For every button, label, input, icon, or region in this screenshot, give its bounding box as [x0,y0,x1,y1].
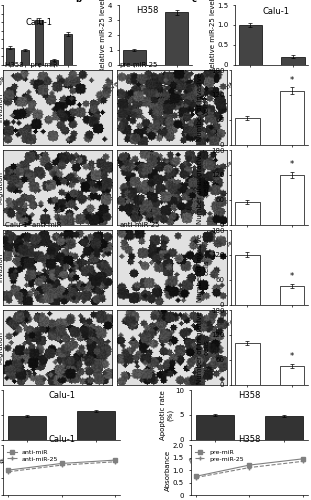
Text: H358   pre-miR: H358 pre-miR [5,62,58,68]
Bar [165,12,188,65]
anti-miR-25 [60,462,63,468]
Text: pre-miR-25: pre-miR-25 [119,62,158,68]
Y-axis label: Relative miR-25 level: Relative miR-25 level [210,0,216,72]
pre-miR-25 [194,474,198,480]
Y-axis label: Number of invasive
cells: Number of invasive cells [197,234,210,302]
Bar [281,57,304,65]
Text: Calu-1: Calu-1 [48,391,75,400]
pre-miR [194,474,198,480]
Y-axis label: Number of invasive
cells: Number of invasive cells [197,74,210,142]
Line: pre-miR: pre-miR [194,457,304,478]
Bar [235,202,260,225]
Y-axis label: Invasion: Invasion [0,253,3,282]
Line: anti-miR-25: anti-miR-25 [6,460,118,474]
Text: b: b [76,0,82,4]
Y-axis label: Migration: Migration [0,171,3,204]
Bar [265,416,303,440]
Text: anti-miR-25: anti-miR-25 [119,222,160,228]
Text: *: * [290,272,294,281]
Y-axis label: Number of migrative
cells: Number of migrative cells [197,151,210,224]
pre-miR-25 [301,458,304,464]
Bar [280,366,304,385]
Bar [7,48,14,65]
Text: Calu-1  anti-miR: Calu-1 anti-miR [5,222,62,228]
Text: *: * [290,76,294,84]
Bar [21,50,29,65]
Bar [35,20,43,65]
Bar [235,344,260,385]
pre-miR-25 [248,464,251,470]
Bar [77,411,115,440]
Bar [64,34,72,65]
Title: Calu-1: Calu-1 [48,436,75,444]
Text: *: * [290,352,294,362]
Bar [235,255,260,305]
Legend: anti-miR, anti-miR-25: anti-miR, anti-miR-25 [6,448,59,463]
pre-miR [248,462,251,468]
Y-axis label: Migration: Migration [0,331,3,364]
Bar [280,175,304,225]
Text: Calu-1: Calu-1 [262,7,289,16]
Y-axis label: Number of migrative
cells: Number of migrative cells [197,311,210,384]
Text: *: * [290,160,294,168]
Bar [280,286,304,305]
Legend: pre-miR, pre-miR-25: pre-miR, pre-miR-25 [194,448,245,463]
Bar [50,60,58,65]
Y-axis label: Invasion: Invasion [0,93,3,122]
anti-miR [7,467,10,473]
Y-axis label: Absorbance: Absorbance [165,450,171,490]
anti-miR [113,457,117,463]
pre-miR [301,456,304,462]
Line: pre-miR-25: pre-miR-25 [193,459,305,480]
Bar [8,416,46,440]
Line: anti-miR: anti-miR [7,458,117,472]
Bar [280,91,304,145]
Bar [235,118,260,145]
anti-miR-25 [7,468,10,474]
anti-miR-25 [113,459,117,465]
Y-axis label: Relative miR-25 level: Relative miR-25 level [100,0,106,72]
Bar [239,25,262,65]
Bar [196,415,234,440]
anti-miR [60,460,63,466]
Text: Calu-1: Calu-1 [26,18,53,27]
Bar [123,50,146,65]
Text: c: c [192,0,197,4]
Text: H358: H358 [238,391,261,400]
Y-axis label: Apoptotic rate
(%): Apoptotic rate (%) [160,390,173,440]
Title: H358: H358 [238,436,261,444]
Text: H358: H358 [136,6,158,16]
